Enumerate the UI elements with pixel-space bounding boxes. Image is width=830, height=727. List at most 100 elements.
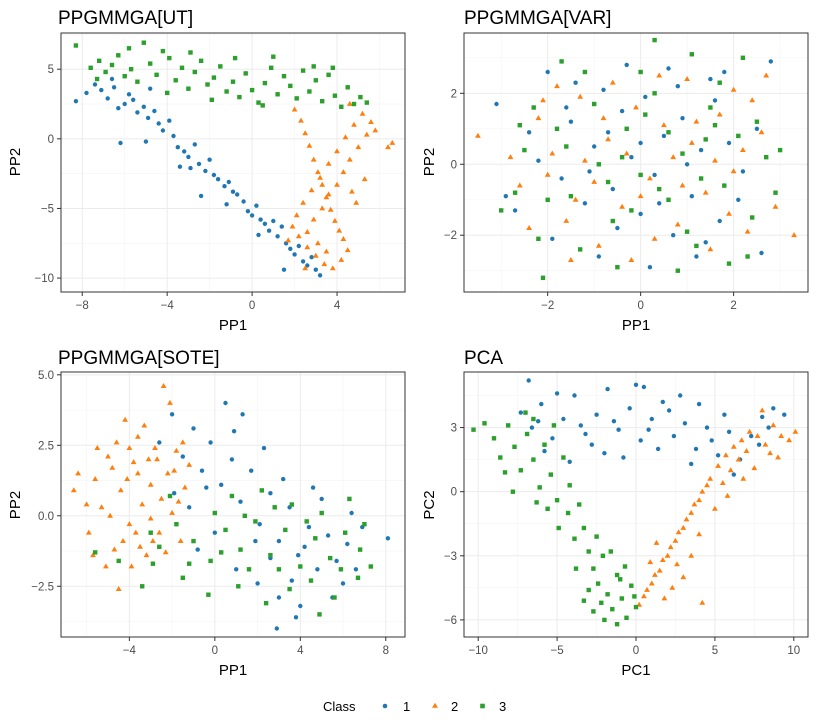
point-class-3 [614,572,620,578]
point-class-3 [126,46,132,51]
point-class-2 [325,160,332,166]
point-class-2 [791,232,797,238]
point-class-3 [491,436,497,441]
point-class-1 [675,84,680,89]
point-class-2 [109,464,116,470]
point-class-3 [777,147,783,153]
point-class-3 [192,69,197,75]
point-class-1 [615,225,620,231]
point-class-1 [177,164,183,169]
legend-label-1: 1 [403,699,410,714]
point-class-3 [313,78,318,83]
point-class-2 [696,497,702,503]
point-class-1 [293,615,299,620]
point-class-3 [517,123,522,128]
point-class-3 [326,72,331,77]
point-class-1 [258,217,263,222]
point-class-2 [143,552,150,558]
point-class-2 [691,501,698,507]
point-class-1 [694,254,699,259]
point-class-3 [592,101,597,107]
point-class-3 [271,54,276,59]
point-class-2 [368,119,374,124]
point-class-2 [346,100,353,106]
point-class-2 [342,134,349,140]
point-class-1 [583,431,588,437]
point-class-1 [503,194,508,199]
point-class-3 [362,522,367,527]
point-class-3 [332,93,338,98]
point-class-1 [126,92,132,97]
x-axis-title: PP1 [219,662,247,679]
panel-ppgmmga-var: −2 0 2 −2 0 2 PPGMMGA[VAR] PP1 PP2 [421,8,809,334]
point-class-2 [327,206,334,212]
point-class-1 [105,96,110,101]
plot-background [61,372,405,637]
point-class-3 [666,197,671,202]
point-class-3 [191,538,196,544]
point-class-2 [707,475,714,481]
y-tick-label: −2 [444,230,457,242]
point-class-3 [103,69,108,75]
point-class-3 [157,544,162,549]
y-tick-label: 2.5 [38,440,54,452]
point-class-1 [276,595,282,600]
point-class-2 [122,416,128,422]
point-class-1 [578,423,583,428]
point-class-2 [111,546,118,552]
point-class-1 [550,236,555,241]
point-class-3 [94,76,100,82]
point-class-3 [88,65,93,70]
panel-border [463,371,809,638]
point-class-3 [368,564,373,569]
point-class-3 [773,190,778,195]
point-class-1 [296,553,301,558]
point-class-2 [716,111,723,117]
point-class-2 [302,265,309,271]
point-class-3 [618,577,623,582]
point-class-2 [321,261,328,267]
point-class-1 [722,69,727,75]
y-axis-title: PP2 [7,148,24,176]
point-class-3 [358,94,363,100]
point-class-1 [587,169,592,174]
point-class-1 [582,201,588,206]
y-tick-label: 2 [451,88,457,100]
point-class-2 [563,217,570,223]
point-class-1 [602,451,607,456]
point-class-1 [680,116,685,121]
point-class-1 [641,384,647,390]
point-class-1 [148,86,153,91]
point-class-3 [666,130,671,135]
point-class-2 [117,487,124,493]
point-class-3 [300,68,306,73]
point-class-1 [257,522,262,527]
point-class-2 [152,445,158,450]
point-class-2 [544,171,551,177]
point-class-2 [308,187,315,193]
point-class-1 [722,412,727,417]
point-class-1 [145,115,151,121]
point-class-1 [568,119,574,124]
point-class-1 [652,172,657,178]
point-class-1 [238,499,243,504]
point-class-2 [329,265,336,271]
point-class-2 [656,72,663,78]
point-class-3 [524,431,530,437]
point-class-3 [206,592,211,597]
point-class-1 [171,133,176,139]
point-class-2 [171,467,178,473]
point-class-2 [351,121,357,127]
point-class-1 [605,130,611,135]
point-class-2 [609,79,616,85]
point-class-2 [107,512,113,518]
point-class-3 [218,64,223,69]
point-class-3 [596,162,601,167]
point-class-1 [731,472,736,477]
point-class-2 [162,549,169,555]
point-class-3 [610,607,615,612]
plot-background [61,33,405,292]
point-class-1 [657,201,662,206]
point-class-2 [572,196,579,202]
point-class-3 [263,601,269,606]
